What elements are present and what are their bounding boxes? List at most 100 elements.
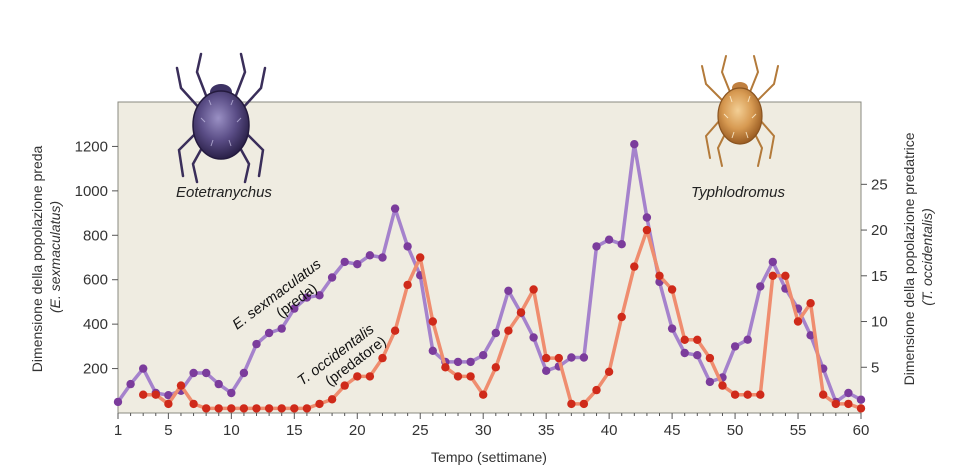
prey-point xyxy=(479,351,488,360)
predator-point xyxy=(428,317,437,326)
predator-point xyxy=(680,335,689,344)
prey-point xyxy=(504,286,513,295)
prey-point xyxy=(113,397,123,407)
predator-point xyxy=(642,225,652,235)
prey-point xyxy=(453,357,463,367)
prey-point xyxy=(756,282,765,291)
predator-series xyxy=(139,225,866,413)
prey-point xyxy=(579,353,589,362)
predator-point xyxy=(378,353,387,363)
x-tick-label: 30 xyxy=(475,422,492,439)
predator-point xyxy=(252,404,261,413)
right-axis-title: Dimensione della popolazione predatrice … xyxy=(901,129,935,386)
predator-point xyxy=(239,404,249,413)
prey-series xyxy=(113,140,866,407)
prey-point xyxy=(768,257,777,267)
right-tick-label: 25 xyxy=(871,176,888,193)
x-axis: 1 5 10 15 20 25 30 35 40 45 50 55 60 xyxy=(114,413,870,439)
right-tick-label: 20 xyxy=(871,222,888,239)
predator-point xyxy=(327,395,337,404)
prey-point xyxy=(378,253,387,262)
predator-point xyxy=(579,399,589,409)
predator-point xyxy=(453,372,463,381)
right-axis: 5 10 15 20 25 xyxy=(861,176,888,376)
predator-point xyxy=(655,271,664,280)
prey-point xyxy=(202,368,211,378)
x-tick-label: 45 xyxy=(664,422,681,439)
prey-point xyxy=(730,342,740,351)
predator-point xyxy=(693,335,702,344)
predator-point xyxy=(290,404,299,413)
prey-point xyxy=(277,324,286,333)
predator-point xyxy=(604,367,614,376)
prey-point xyxy=(403,242,412,251)
prey-point xyxy=(264,328,274,338)
predator-mite-illustration xyxy=(701,55,779,167)
prey-point xyxy=(252,339,261,349)
x-tick-label: 60 xyxy=(853,422,870,439)
predator-point xyxy=(793,317,803,326)
predator-point xyxy=(202,404,211,413)
predator-point xyxy=(189,399,198,409)
x-tick-label: 35 xyxy=(538,422,555,439)
left-tick-label: 400 xyxy=(83,316,108,333)
prey-point xyxy=(693,351,702,360)
predator-point xyxy=(856,404,866,413)
predator-point xyxy=(529,285,538,294)
predator-point xyxy=(302,404,312,413)
predator-point xyxy=(340,381,349,390)
left-tick-label: 600 xyxy=(83,272,108,289)
predator-line xyxy=(143,228,862,411)
prey-point xyxy=(542,366,551,375)
x-tick-label: 1 xyxy=(114,422,122,439)
left-tick-label: 1200 xyxy=(75,138,108,155)
predator-point xyxy=(416,253,425,262)
predator-point xyxy=(844,399,853,409)
prey-point xyxy=(491,328,500,338)
prey-point xyxy=(239,368,249,378)
predator-point xyxy=(743,390,752,399)
predator-point xyxy=(403,280,412,290)
prey-point xyxy=(604,235,614,244)
left-tick-label: 200 xyxy=(83,361,108,378)
prey-point xyxy=(844,388,853,398)
prey-point xyxy=(214,379,223,389)
predator-point xyxy=(315,399,324,409)
predator-point xyxy=(516,308,526,317)
x-tick-label: 25 xyxy=(412,422,429,439)
prey-point xyxy=(315,291,324,300)
predator-point xyxy=(756,390,765,399)
prey-point xyxy=(529,333,538,342)
predator-point xyxy=(542,353,551,363)
predator-point xyxy=(667,285,677,294)
predator-point xyxy=(479,390,488,399)
predator-point xyxy=(176,381,186,390)
prey-point xyxy=(705,377,715,387)
prey-point xyxy=(617,240,626,249)
predator-point xyxy=(592,385,601,395)
left-axis: 200 400 600 800 1000 1200 xyxy=(75,138,118,378)
prey-point xyxy=(227,388,236,398)
predator-point xyxy=(264,404,274,413)
predator-point xyxy=(630,262,639,271)
predator-point xyxy=(730,390,740,399)
prey-point xyxy=(642,213,652,222)
prey-mite-illustration xyxy=(175,52,267,184)
predator-point xyxy=(441,363,450,372)
prey-point xyxy=(290,304,299,313)
prey-point xyxy=(856,395,866,404)
predator-point xyxy=(139,390,148,399)
x-tick-label: 20 xyxy=(349,422,366,439)
predator-point xyxy=(151,390,160,399)
prey-point xyxy=(428,346,437,355)
predator-point xyxy=(365,372,375,381)
x-tick-label: 10 xyxy=(223,422,240,439)
prey-point xyxy=(164,391,173,400)
right-tick-label: 5 xyxy=(871,359,879,376)
predator-point xyxy=(567,399,576,409)
prey-point xyxy=(592,242,601,251)
predator-point xyxy=(705,353,715,363)
x-axis-title: Tempo (settimane) xyxy=(431,449,547,465)
predator-point xyxy=(819,390,828,399)
